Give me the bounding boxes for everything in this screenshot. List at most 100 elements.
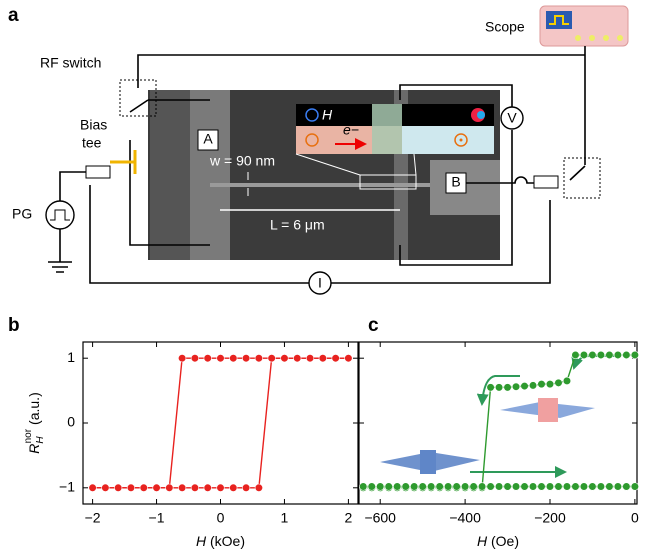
plot-frame	[359, 342, 637, 504]
x-tick-label: −400	[449, 510, 481, 526]
data-point	[589, 351, 597, 359]
data-point	[521, 382, 529, 390]
data-point	[606, 483, 614, 491]
data-point	[127, 484, 135, 492]
x-tick-label: −1	[149, 510, 165, 526]
data-point	[178, 484, 186, 492]
x-tick-label: 0	[217, 510, 225, 526]
panel-label: a	[8, 5, 19, 26]
inset-contact	[372, 104, 402, 154]
data-point	[614, 483, 622, 491]
panel-a: a Scope RF switch Bias tee PG H e− A B w	[8, 5, 628, 294]
scope-label: Scope	[485, 19, 525, 35]
data-point	[495, 384, 503, 392]
x-tick-label: 0	[631, 510, 639, 526]
x-axis-label: H (kOe)	[196, 533, 245, 549]
panel-label: b	[8, 315, 20, 336]
data-point	[140, 484, 148, 492]
ammeter-label: I	[318, 275, 322, 291]
data-point	[538, 483, 546, 491]
figure: a Scope RF switch Bias tee PG H e− A B w	[0, 0, 652, 560]
panel-label: c	[368, 315, 379, 336]
data-point	[461, 483, 469, 491]
data-point	[376, 483, 384, 491]
y-axis-sub: H	[35, 436, 46, 444]
x-tick-label: 2	[345, 510, 353, 526]
contact-a-label: A	[203, 131, 213, 147]
data-point	[191, 354, 199, 362]
data-point	[436, 483, 444, 491]
data-point	[555, 483, 563, 491]
y-tick-label: −1	[59, 479, 75, 495]
data-point	[332, 354, 340, 362]
data-point	[546, 483, 554, 491]
rf-switch-label: RF switch	[40, 55, 101, 71]
data-point	[487, 384, 495, 392]
data-point	[623, 351, 631, 359]
data-point	[453, 483, 461, 491]
data-point	[504, 384, 512, 392]
data-point	[102, 484, 110, 492]
data-point	[631, 483, 639, 491]
x-tick-label: −200	[534, 510, 566, 526]
data-point	[293, 354, 301, 362]
data-point	[385, 483, 393, 491]
data-point	[444, 483, 452, 491]
data-point	[470, 483, 478, 491]
data-point	[538, 380, 546, 388]
x-axis-unit: (kOe)	[210, 533, 245, 549]
data-point	[580, 483, 588, 491]
field-label: H	[322, 107, 333, 123]
scope-screen	[546, 11, 572, 29]
data-point	[529, 382, 537, 390]
series-line	[363, 355, 635, 488]
data-point	[89, 484, 97, 492]
data-point	[393, 483, 401, 491]
x-axis-symbol: H	[477, 533, 488, 549]
data-point	[178, 354, 186, 362]
data-point	[606, 351, 614, 359]
data-point	[114, 484, 122, 492]
data-point	[153, 484, 161, 492]
data-point	[512, 483, 520, 491]
contact-b-label: B	[451, 174, 460, 190]
data-point	[419, 483, 427, 491]
data-point	[255, 354, 263, 362]
x-axis-unit: (Oe)	[491, 533, 519, 549]
data-point	[204, 354, 212, 362]
width-label: w = 90 nm	[209, 153, 275, 169]
bias-tee-label: tee	[82, 135, 102, 151]
x-axis-label: H (Oe)	[477, 533, 519, 549]
contact	[190, 90, 230, 260]
data-point	[217, 484, 225, 492]
data-point	[521, 483, 529, 491]
data-point	[217, 354, 225, 362]
data-point	[229, 484, 237, 492]
bias-tee-label: Bias	[80, 117, 107, 133]
y-tick-label: 0	[67, 414, 75, 430]
data-point	[546, 380, 554, 388]
panel-c-annotations	[380, 356, 620, 474]
data-point	[427, 483, 435, 491]
data-point	[563, 483, 571, 491]
data-point	[478, 483, 486, 491]
data-point	[487, 483, 495, 491]
data-point	[306, 354, 314, 362]
plot-frame	[83, 342, 358, 504]
x-tick-label: 1	[281, 510, 289, 526]
electron-label: e−	[343, 122, 359, 138]
data-point	[580, 351, 588, 359]
x-tick-label: −2	[85, 510, 101, 526]
data-point	[572, 351, 580, 359]
data-point	[255, 484, 263, 492]
data-point	[495, 483, 503, 491]
x-tick-label: −600	[364, 510, 396, 526]
length-label: L = 6 μm	[270, 217, 325, 233]
data-point	[589, 483, 597, 491]
data-point	[319, 354, 327, 362]
y-axis-unit: (a.u.)	[26, 392, 42, 425]
y-axis-sup: nor	[23, 428, 34, 443]
data-point	[268, 354, 276, 362]
voltmeter-label: V	[507, 110, 517, 126]
y-axis-symbol: R	[26, 444, 42, 454]
